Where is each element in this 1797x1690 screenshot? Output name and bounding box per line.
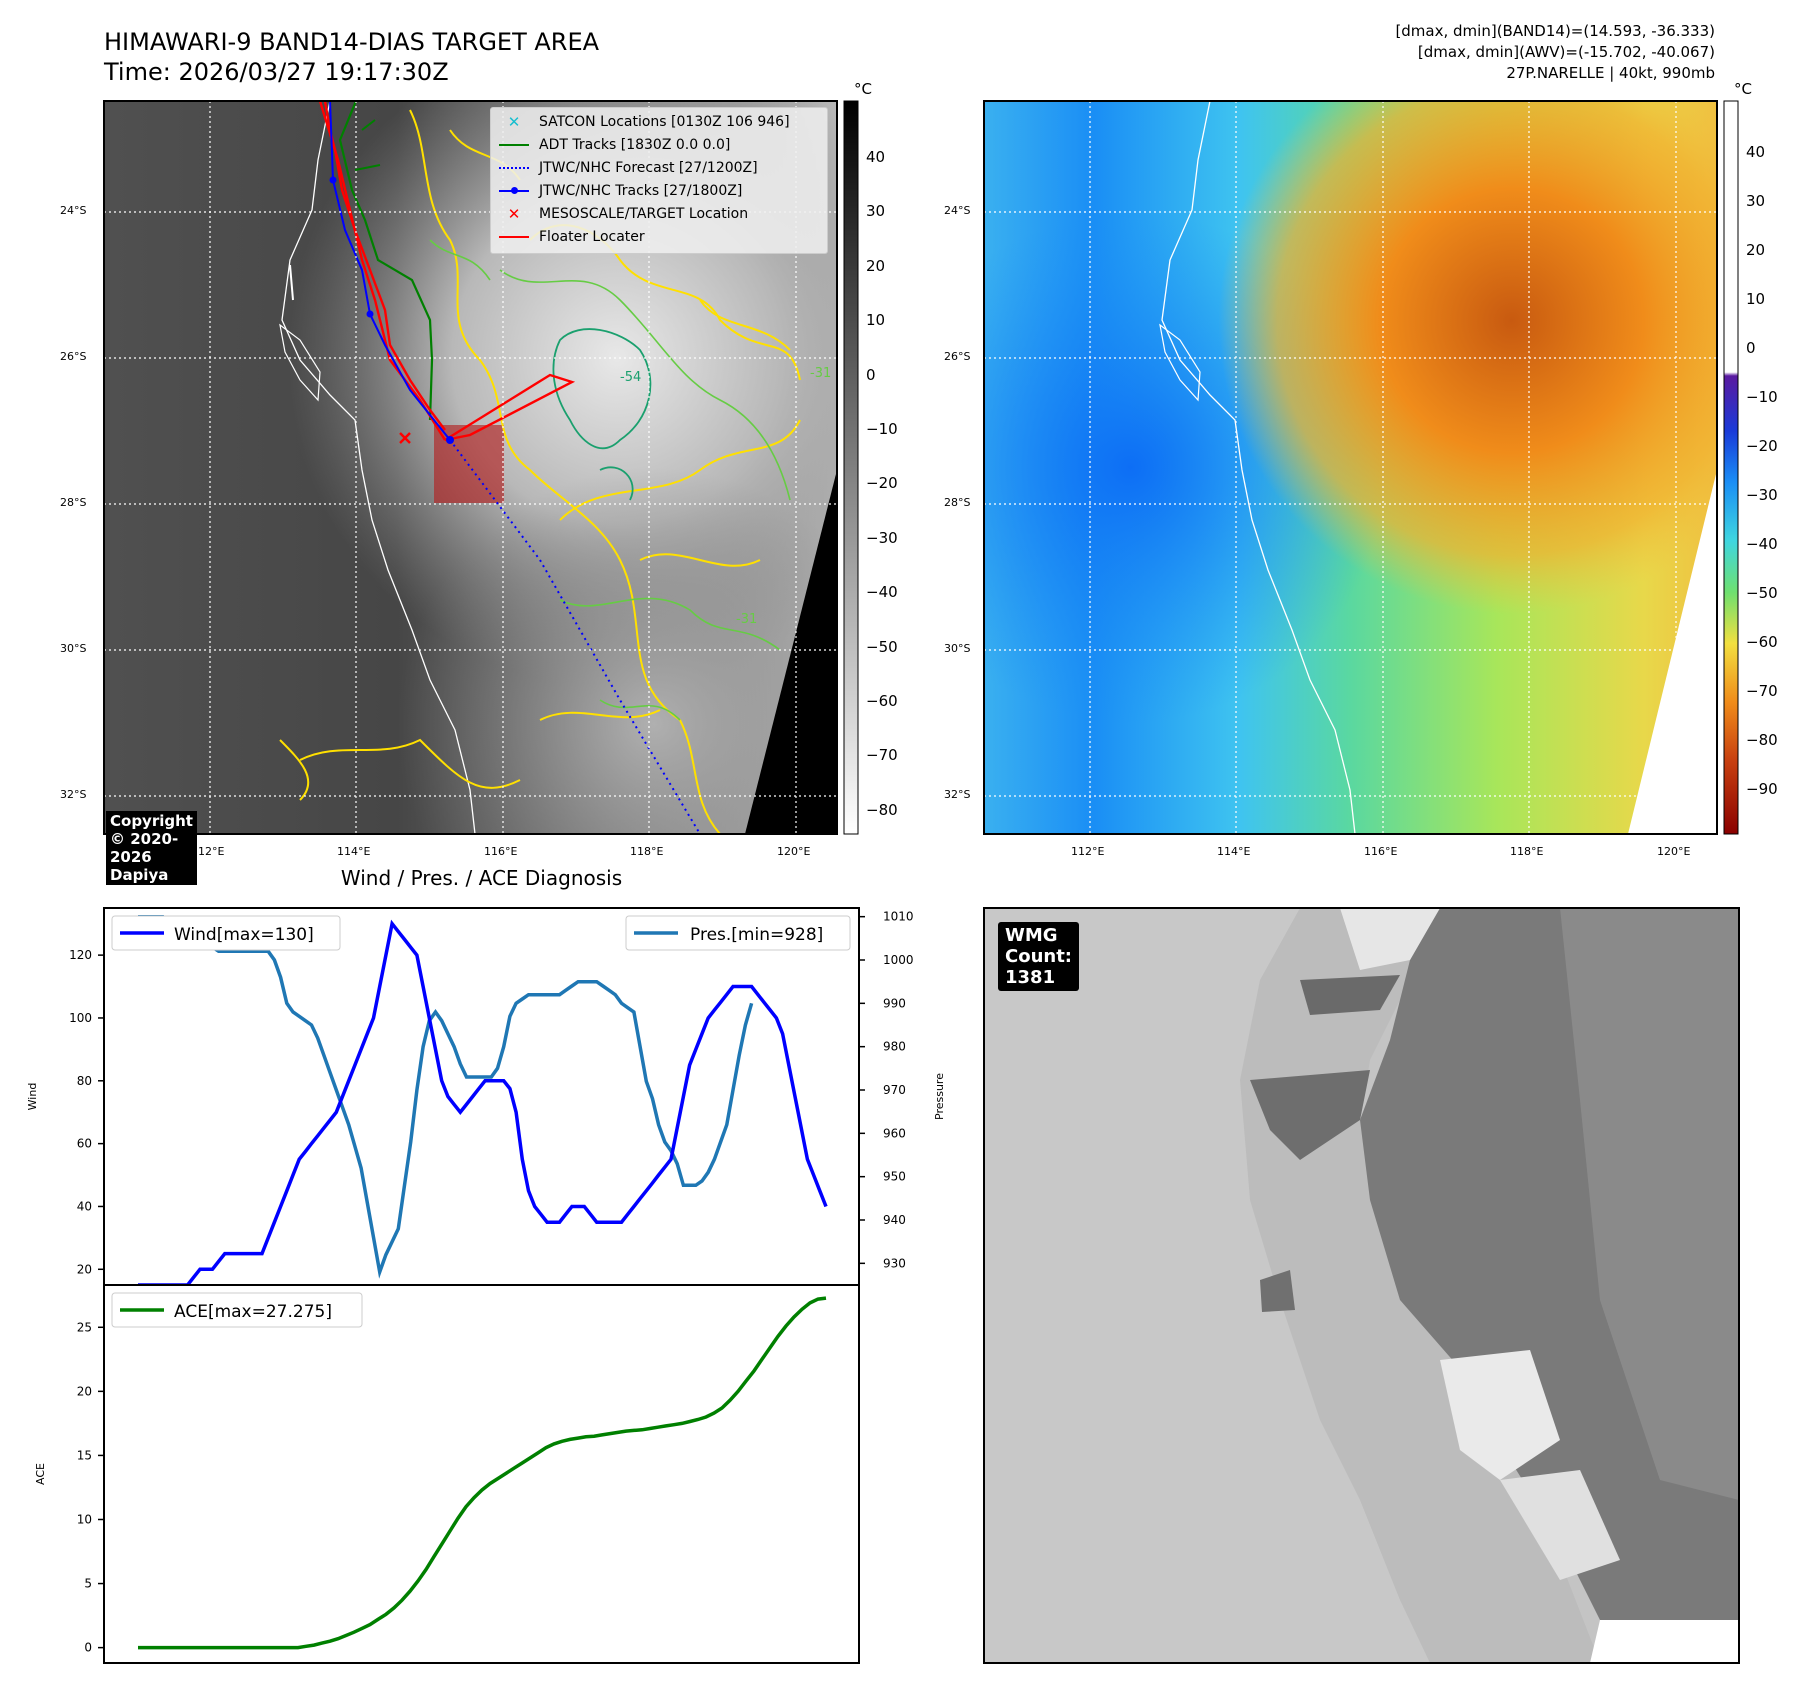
legend-entry: Floater Locater [497,227,645,247]
ir-colorbar-tick: −70 [866,746,898,765]
ir-image [104,101,837,834]
mesoscale-target [399,432,411,444]
wv-lat-label: 32°S [944,788,971,801]
legend-symbol-icon: ✕ [507,113,521,131]
legend-entry: ✕ SATCON Locations [0130Z 106 946] [497,112,790,132]
legend-label: JTWC/NHC Tracks [27/1800Z] [539,183,743,199]
legend-symbol-icon [497,181,531,201]
legend-entry: JTWC/NHC Forecast [27/1200Z] [497,158,758,178]
wv-colorbar-tick: −90 [1746,780,1778,798]
legend-entry: ADT Tracks [1830Z 0.0 0.0] [497,135,730,155]
wv-colorbar-tick: 40 [1746,143,1766,161]
wv-colorbar-tick: −10 [1746,388,1778,406]
legend-label: ADT Tracks [1830Z 0.0 0.0] [539,137,731,153]
legend-entry: ✕ MESOSCALE/TARGET Location [497,204,748,224]
ir-colorbar-tick: −30 [866,528,898,547]
ir-lon-label: 112°E [191,845,225,858]
wv-colorbar-tick: −20 [1746,437,1778,455]
wv-lon-label: 118°E [1510,845,1544,858]
ir-lat-label: 24°S [60,204,87,217]
wv-colorbar-unit: °C [1734,80,1752,98]
ir-colorbar-tick: −50 [866,637,898,656]
wv-colorbar-tick: −30 [1746,486,1778,504]
wv-colorbar-tick: −40 [1746,535,1778,553]
legend-symbol-icon [497,158,531,178]
legend-symbol-icon [497,227,531,247]
contour-label: -31 [736,612,758,627]
legend-symbol-icon [497,135,531,155]
ir-colorbar-tick: 40 [866,148,886,166]
contour-label: -54 [620,370,642,385]
wmg-image [984,908,1739,1663]
wv-lat-label: 28°S [944,496,971,509]
copyright-label: Copyright © 2020-2026 Dapiya [106,811,197,885]
legend-label: MESOSCALE/TARGET Location [539,206,749,222]
storm-info: 27P.NARELLE | 40kt, 990mb [1506,64,1715,82]
range-band14: [dmax, dmin](BAND14)=(14.593, -36.333) [1395,22,1715,40]
legend-entry: JTWC/NHC Tracks [27/1800Z] [497,181,742,201]
legend-label: Floater Locater [539,229,645,245]
wv-lon-label: 112°E [1071,845,1105,858]
map-legend: ✕ SATCON Locations [0130Z 106 946] ADT Tra… [490,107,828,254]
ir-colorbar-tick: −10 [866,420,898,438]
ir-colorbar-tick: −20 [866,474,898,493]
adt-track [338,101,434,421]
contour-label: -31 [810,366,832,381]
wv-colorbar-tick: −60 [1746,633,1778,651]
ir-coastline [281,101,476,834]
ir-lon-label: 118°E [630,845,664,858]
page-title: HIMAWARI-9 BAND14-DIAS TARGET AREA [104,28,600,56]
wv-lat-label: 26°S [944,350,971,363]
wv-lat-label: 24°S [944,204,971,217]
ir-lon-label: 120°E [777,845,811,858]
range-awv: [dmax, dmin](AWV)=(-15.702, -40.067) [1417,43,1715,61]
wv-image [984,101,1717,834]
wv-colorbar-tick: −70 [1746,682,1778,700]
diagnosis-title: Wind / Pres. / ACE Diagnosis [340,866,623,890]
ir-colorbar-tick: 10 [866,311,886,330]
ir-colorbar-tick: −40 [866,583,898,602]
ir-lat-label: 32°S [60,788,87,801]
jtwc-track [329,101,451,441]
ir-lon-label: 116°E [484,845,518,858]
ir-colorbar-tick: −60 [866,692,898,710]
ir-colorbar-tick: −80 [866,800,898,819]
ir-lon-label: 114°E [337,845,371,858]
ir-lat-label: 28°S [60,496,87,509]
legend-symbol-icon: ✕ [507,205,521,223]
ir-colorbar-unit: °C [854,80,872,98]
wv-lon-label: 120°E [1657,845,1691,858]
wv-colorbar-tick: 10 [1746,290,1766,308]
ir-colorbar-tick: 20 [866,256,886,275]
ir-colorbar [843,100,859,835]
page-time: Time: 2026/03/27 19:17:30Z [104,58,449,86]
wv-lon-label: 114°E [1217,845,1251,858]
wmg-count-badge: WMG Count: 1381 [998,922,1080,991]
wv-colorbar [1723,100,1739,835]
legend-label: SATCON Locations [0130Z 106 946] [539,114,790,130]
wv-lat-label: 30°S [944,642,971,655]
ir-lat-label: 26°S [60,350,87,363]
wv-colorbar-tick: 0 [1746,339,1756,357]
legend-label: JTWC/NHC Forecast [27/1200Z] [539,160,758,176]
wv-colorbar-tick: −50 [1746,584,1778,602]
ir-colorbar-tick: 30 [866,202,886,221]
wv-colorbar-tick: −80 [1746,731,1778,749]
ir-lat-label: 30°S [60,642,87,655]
ir-colorbar-tick: 0 [866,365,876,384]
wv-lon-label: 116°E [1364,845,1398,858]
wv-colorbar-tick: 30 [1746,192,1766,210]
wv-colorbar-tick: 20 [1746,241,1766,259]
